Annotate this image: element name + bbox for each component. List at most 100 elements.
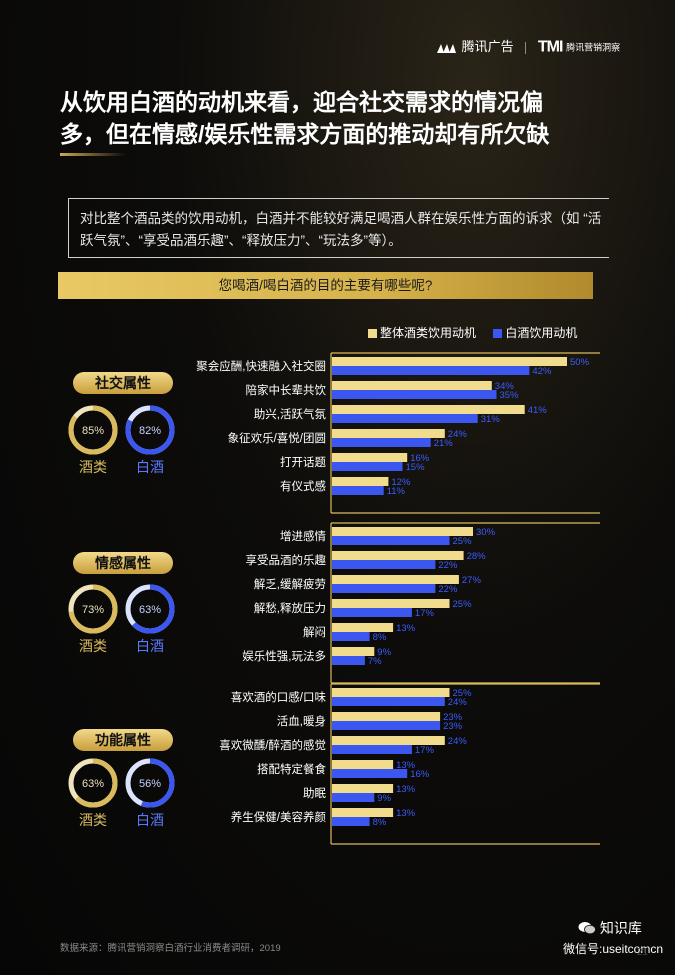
bar-series2 [332,721,441,730]
category-label: 喜欢微醺/醉酒的感觉 [219,738,326,752]
bar-series2 [332,438,431,447]
bar-series1 [332,623,394,632]
data-label-series2: 22% [438,584,458,595]
data-label-series1: 25% [453,688,473,699]
legend-label-series1: 整体酒类饮用动机 [380,326,477,340]
bar-series1 [332,477,389,486]
donut-value: 56% [139,778,161,790]
bar-series1 [332,784,394,793]
bar-series2 [332,536,450,545]
donut-caption: 酒类 [79,638,107,654]
donut-caption: 酒类 [79,812,107,828]
brand-tmi: TMI [537,38,564,56]
bar-series2 [332,769,408,778]
wechat-badge: 知识库 [578,918,642,938]
donut-arc [125,405,175,455]
data-label-series1: 23% [443,712,463,723]
category-label: 助兴,活跃气氛 [254,407,327,421]
data-label-series1: 13% [396,784,416,795]
page-number: 21 [637,947,649,958]
bar-series1 [332,688,450,697]
donut-caption: 酒类 [79,459,107,475]
data-label-series1: 27% [462,575,482,586]
wechat-name: 知识库 [599,920,642,936]
category-label: 有仪式感 [280,479,326,493]
bar-series1 [332,357,567,366]
legend-label-series2: 白酒饮用动机 [505,326,578,340]
legend-swatch-series1 [368,329,377,338]
wechat-icon [578,922,596,935]
data-label-series2: 7% [368,656,382,667]
bar-series1 [332,760,394,769]
category-label: 解闷 [303,625,326,639]
category-label: 解愁,释放压力 [254,601,326,615]
data-label-series1: 34% [495,381,515,392]
bar-series1 [332,736,445,745]
bar-series1 [332,575,459,584]
bar-series1 [332,712,441,721]
donut-caption: 白酒 [136,638,164,654]
donut-value: 63% [139,604,161,616]
data-label-series2: 21% [434,438,454,449]
data-label-series2: 11% [387,486,406,497]
group-label-emotional: 情感属性 [73,552,173,574]
wechat-id: 微信号:useitcomcn [563,942,664,956]
data-label-series1: 41% [528,405,548,416]
data-label-series2: 25% [453,536,473,547]
category-label: 养生保健/美容养颜 [231,810,327,824]
donut-arc [68,405,118,455]
page-title: 从饮用白酒的动机来看，迎合社交需求的情况偏 多，但在情感/娱乐性需求方面的推动却… [60,86,620,150]
data-label-series1: 13% [396,760,416,771]
category-label: 聚会应酬,快速融入社交圈 [196,359,326,373]
donut-arc [68,758,118,808]
data-label-series2: 8% [373,632,387,643]
bar-series1 [332,429,445,438]
category-label: 陪家中长辈共饮 [246,383,327,397]
bar-series2 [332,560,436,569]
data-label-series2: 8% [373,817,387,828]
donut-value: 85% [82,425,104,437]
data-label-series1: 25% [453,599,473,610]
question-bar: 您喝酒/喝白酒的目的主要有哪些呢? [58,272,593,299]
bar-series1 [332,599,450,608]
category-label: 助眠 [303,786,326,800]
data-label-series2: 9% [377,793,391,804]
data-label-series2: 23% [443,721,463,732]
intro-text: 对比整个酒品类的饮用动机，白酒并不能较好满足喝酒人群在娱乐性方面的诉求（如 “活… [80,211,602,248]
data-label-series2: 42% [532,366,552,377]
data-label-series1: 30% [476,527,496,538]
bar-series2 [332,390,497,399]
data-label-series2: 24% [448,697,468,708]
donut-arc [125,584,175,634]
data-label-series1: 12% [391,477,411,488]
brand-tencent-ads: 腾讯广告 [461,39,514,54]
legend-item-series2: 白酒饮用动机 [493,326,577,340]
title-underline [60,153,126,156]
bar-series2 [332,414,478,423]
bar-series2 [332,656,365,665]
category-label: 喜欢酒的口感/口味 [231,690,327,704]
donut-arc [125,758,175,808]
donut-caption: 白酒 [136,812,164,828]
category-label: 打开话题 [280,455,326,469]
page-title-line1: 从饮用白酒的动机来看，迎合社交需求的情况偏 [60,89,543,115]
intro-frame [68,198,609,258]
brand-tmi-sub: 腾讯营销洞察 [566,42,621,53]
bar-series2 [332,486,384,495]
category-label: 娱乐性强,玩法多 [242,649,326,663]
category-label: 搭配特定餐食 [257,762,326,776]
data-label-series2: 31% [481,414,501,425]
bar-series1 [332,551,464,560]
data-label-series2: 16% [410,769,430,780]
bar-series1 [332,647,375,656]
data-label-series1: 13% [396,808,416,819]
bar-series2 [332,366,530,375]
data-label-series1: 9% [377,647,391,658]
data-label-series1: 24% [448,736,468,747]
data-label-series1: 50% [570,357,590,368]
bar-series2 [332,793,375,802]
category-label: 象征欢乐/喜悦/团圆 [228,431,326,445]
bar-series2 [332,462,403,471]
